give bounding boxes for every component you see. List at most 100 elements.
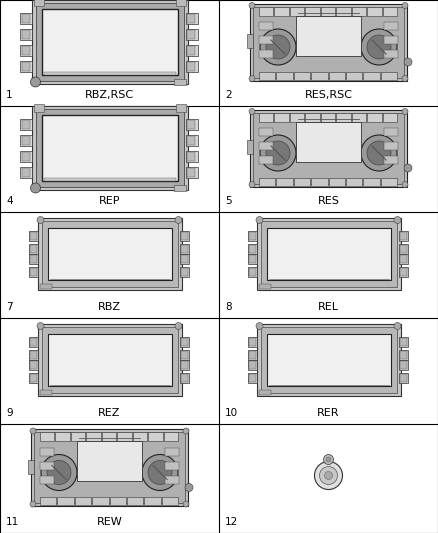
Bar [28,267,38,277]
Bar [352,112,366,122]
Bar [384,22,398,30]
Bar [259,6,273,15]
Text: 1: 1 [6,90,13,100]
Circle shape [260,29,296,65]
Bar [20,118,32,130]
Bar [34,432,185,503]
Bar [29,255,36,263]
Bar [384,156,398,164]
Bar [399,351,406,359]
Bar [346,71,362,79]
Bar [180,268,187,276]
Text: REW: REW [97,517,122,527]
Circle shape [402,109,408,115]
Bar [35,3,184,81]
Bar [165,448,179,456]
Bar [47,334,172,386]
Bar [276,177,293,185]
Bar [187,119,194,128]
Bar [290,6,304,15]
Bar [29,361,36,369]
Text: 7: 7 [6,302,13,312]
Circle shape [256,322,263,329]
Bar [180,351,187,359]
Bar [305,6,320,15]
Bar [250,4,407,80]
Bar [399,255,406,263]
Bar [384,36,398,44]
Bar [186,150,198,161]
Bar [77,441,142,481]
Bar [186,12,198,23]
Bar [29,268,36,276]
Bar [399,268,406,276]
Bar [187,135,194,144]
Circle shape [361,29,397,65]
Bar [180,374,187,382]
Bar [384,50,398,58]
Circle shape [325,472,332,480]
Bar [165,475,179,483]
Bar [39,390,52,395]
Bar [180,337,188,347]
Bar [259,156,273,164]
Bar [294,177,310,185]
Bar [336,6,351,15]
Bar [336,112,351,122]
Bar [187,29,194,38]
Bar [21,61,29,70]
Text: 8: 8 [225,302,232,312]
Bar [20,61,32,71]
Bar [381,177,397,185]
Bar [261,327,396,393]
Bar [86,432,101,441]
Bar [176,104,186,112]
Bar [29,232,36,240]
Bar [259,128,273,136]
Circle shape [326,457,331,462]
Text: REL: REL [318,302,339,312]
Bar [40,448,54,456]
Bar [248,338,255,346]
Bar [20,44,32,55]
Bar [173,185,186,191]
Bar [180,338,187,346]
Bar [259,71,276,79]
Text: 11: 11 [6,517,19,527]
Circle shape [361,135,397,171]
Bar [21,119,29,128]
Bar [21,151,29,160]
Bar [186,134,198,146]
Bar [186,44,198,55]
Bar [20,150,32,161]
Bar [258,390,271,395]
Bar [163,432,178,441]
Bar [117,432,132,441]
Bar [92,497,109,505]
Circle shape [37,216,44,223]
Bar [180,350,188,360]
Bar [261,221,396,287]
Bar [259,36,273,44]
Bar [186,28,198,39]
Bar [20,28,32,39]
Bar [257,218,400,290]
Bar [258,284,271,289]
Circle shape [314,462,343,489]
Bar [247,254,257,264]
Bar [248,361,255,369]
Circle shape [30,428,36,434]
Bar [259,112,273,122]
Bar [186,166,198,177]
Bar [180,232,187,240]
Circle shape [402,182,408,188]
Circle shape [324,455,333,464]
Circle shape [185,483,193,491]
Bar [399,373,407,383]
Bar [384,142,398,150]
Bar [399,350,407,360]
Bar [38,324,181,396]
Bar [399,231,407,241]
Bar [248,255,255,263]
Bar [187,45,194,54]
